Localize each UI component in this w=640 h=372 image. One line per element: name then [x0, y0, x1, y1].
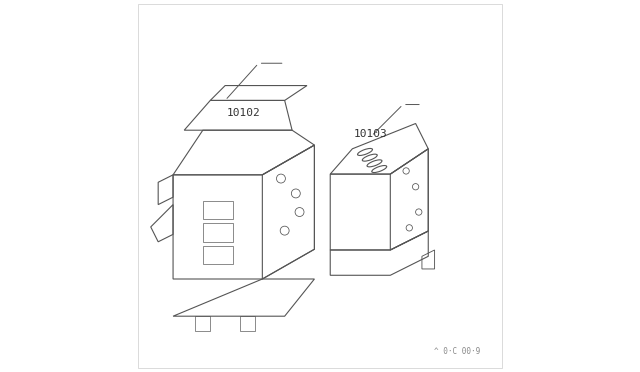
Text: 10103: 10103 — [353, 129, 387, 139]
Text: ^ 0·C 00·9: ^ 0·C 00·9 — [434, 347, 480, 356]
Text: 10102: 10102 — [227, 109, 260, 118]
